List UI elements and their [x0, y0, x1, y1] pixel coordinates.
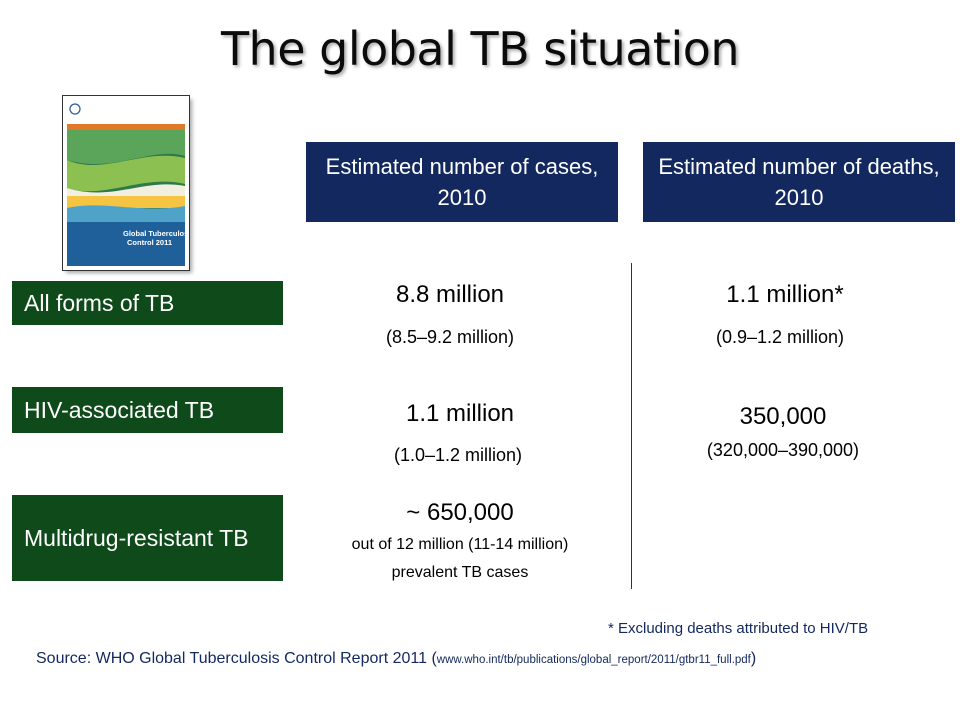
row-label-all-forms: All forms of TB [12, 281, 283, 325]
svg-text:Control 2011: Control 2011 [127, 238, 172, 247]
cases-hiv-value: 1.1 million [405, 400, 515, 427]
cover-title: Global Tuberculosis Control 2011 [123, 229, 189, 247]
report-cover-image: Global Tuberculosis Control 2011 [63, 96, 189, 270]
header-cases: Estimated number of cases, 2010 [306, 142, 618, 222]
page-title: The global TB situation [220, 22, 740, 76]
deaths-hiv-value: 350,000 [739, 403, 827, 430]
cases-mdr-note-1: out of 12 million (11-14 million) [351, 536, 569, 553]
source-prefix: Source: WHO Global Tuberculosis Control … [36, 650, 437, 667]
row-label-mdr: Multidrug-resistant TB [12, 495, 283, 581]
deaths-all-forms-value: 1.1 million* [726, 281, 844, 308]
cases-all-forms-range: (8.5–9.2 million) [385, 327, 515, 347]
source-url[interactable]: www.who.int/tb/publications/global_repor… [436, 654, 751, 666]
header-deaths: Estimated number of deaths, 2010 [643, 142, 955, 222]
deaths-all-forms-range: (0.9–1.2 million) [715, 327, 845, 347]
column-divider [631, 263, 632, 589]
row-label-hiv: HIV-associated TB [12, 387, 283, 433]
cases-mdr-note-2: prevalent TB cases [391, 564, 529, 581]
who-logo-icon [69, 103, 81, 115]
cases-all-forms-value: 8.8 million [395, 281, 505, 308]
cases-hiv-range: (1.0–1.2 million) [393, 445, 523, 465]
deaths-hiv-range: (320,000–390,000) [706, 440, 860, 460]
source-citation: Source: WHO Global Tuberculosis Control … [36, 650, 756, 668]
footnote: * Excluding deaths attributed to HIV/TB [608, 620, 869, 637]
source-suffix: ) [750, 650, 757, 667]
cases-mdr-value: ~ 650,000 [406, 499, 514, 526]
svg-text:Global Tuberculosis: Global Tuberculosis [123, 229, 189, 238]
